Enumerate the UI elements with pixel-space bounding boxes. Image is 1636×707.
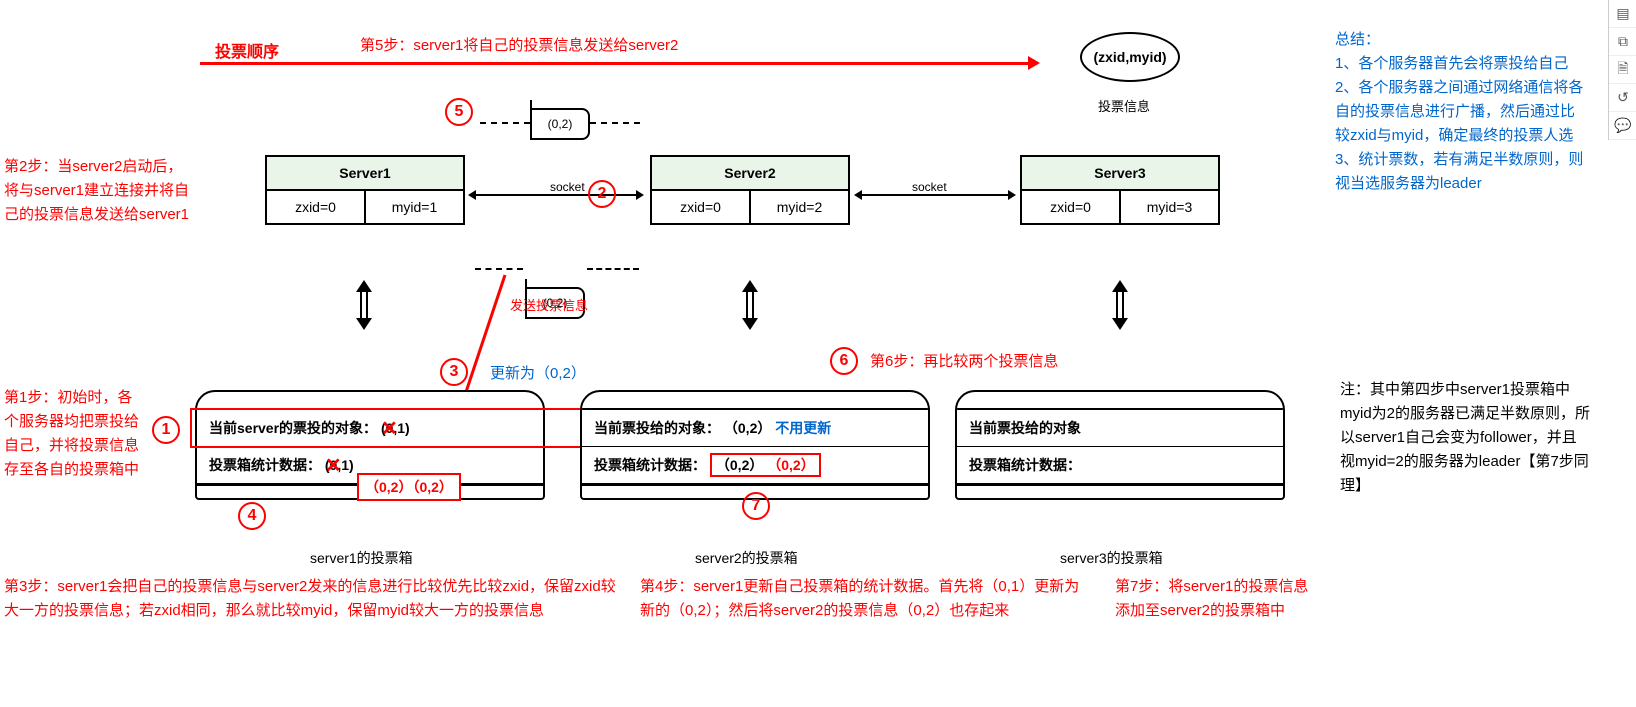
note-block: 注：其中第四步中server1投票箱中myid为2的服务器已满足半数原则，所以s… — [1340, 378, 1590, 498]
b2-caption: server2的投票箱 — [695, 548, 798, 568]
step4-text: 第4步：server1更新自己投票箱的统计数据。首先将（0,1）更新为新的（0,… — [640, 575, 1080, 623]
b3-row2-label: 投票箱统计数据： — [957, 447, 1283, 484]
copy-icon[interactable]: ⧉ — [1609, 28, 1636, 56]
step5-label: 第5步：server1将自己的投票信息发送给server2 — [360, 34, 678, 55]
comment-icon[interactable]: 💬 — [1609, 112, 1636, 140]
b1-caption: server1的投票箱 — [310, 548, 413, 568]
b1-row1-label: 当前server的票投的对象： — [209, 420, 377, 436]
server2-name: Server2 — [652, 157, 848, 191]
flag-top: (0,2) — [530, 108, 590, 140]
b2-row1-label: 当前票投给的对象： — [594, 420, 720, 436]
send-vote-label: 发送投票信息 — [510, 295, 588, 314]
b1-row2-new: （0,2）（0,2） — [357, 473, 461, 501]
server2-box: Server2 zxid=0 myid=2 — [650, 155, 850, 225]
b2-row1-val: （0,2） — [724, 420, 771, 436]
b1-row2-label: 投票箱统计数据： — [209, 457, 321, 473]
step3-text: 第3步：server1会把自己的投票信息与server2发来的信息进行比较优先比… — [4, 575, 624, 623]
socket-line-2 — [862, 194, 1008, 196]
summary-block: 总结： 1、各个服务器首先会将票投给自己 2、各个服务器之间通过网络通信将各自的… — [1335, 28, 1585, 196]
b2-row2-val: （0,2） — [716, 457, 763, 473]
vote-order-arrow — [200, 62, 1030, 65]
vote-order-label: 投票顺序 — [215, 38, 279, 62]
bidir-3 — [1108, 280, 1132, 330]
dash-4 — [587, 268, 639, 270]
cloud-shape: (zxid,myid) — [1080, 32, 1180, 82]
server1-name: Server1 — [267, 157, 463, 191]
server2-zxid: zxid=0 — [652, 191, 751, 223]
ballot-box-2: 当前票投给的对象： （0,2） 不用更新 投票箱统计数据： （0,2） （0,2… — [580, 390, 930, 500]
summary-p3: 3、统计票数，若有满足半数原则，则视当选服务器为leader — [1335, 148, 1585, 196]
b2-row2-extra: （0,2） — [767, 457, 814, 473]
socket-label-2: socket — [910, 180, 949, 194]
b3-caption: server3的投票箱 — [1060, 548, 1163, 568]
step-4-circle: 4 — [238, 502, 266, 530]
b2-row1-note: 不用更新 — [775, 420, 831, 436]
step6-text: 第6步：再比较两个投票信息 — [870, 350, 1058, 371]
server3-myid: myid=3 — [1121, 191, 1218, 223]
step2-text: 第2步：当server2启动后，将与server1建立连接并将自己的投票信息发送… — [4, 155, 194, 227]
ballot-box-1: 当前server的票投的对象： (0,1) 投票箱统计数据： (0,1) （0,… — [195, 390, 545, 500]
history-icon[interactable]: ↺ — [1609, 84, 1636, 112]
summary-p1: 1、各个服务器首先会将票投给自己 — [1335, 52, 1585, 76]
b2-row2-label: 投票箱统计数据： — [594, 457, 706, 473]
server1-zxid: zxid=0 — [267, 191, 366, 223]
dash-2 — [590, 122, 640, 124]
server1-box: Server1 zxid=0 myid=1 — [265, 155, 465, 225]
cloud-caption: 投票信息 — [1098, 96, 1150, 115]
b3-row1-label: 当前票投给的对象 — [957, 410, 1283, 447]
step-2-circle: 2 — [588, 180, 616, 208]
bidir-2 — [738, 280, 762, 330]
step-5-circle: 5 — [445, 98, 473, 126]
step-6-circle: 6 — [830, 347, 858, 375]
server3-box: Server3 zxid=0 myid=3 — [1020, 155, 1220, 225]
step7-text: 第7步：将server1的投票信息添加至server2的投票箱中 — [1115, 575, 1315, 623]
server2-myid: myid=2 — [751, 191, 848, 223]
b1-row2-val: (0,1) — [325, 457, 354, 473]
socket-label-1: socket — [548, 180, 587, 194]
dash-1 — [480, 122, 530, 124]
server3-zxid: zxid=0 — [1022, 191, 1121, 223]
bidir-1 — [352, 280, 376, 330]
server3-name: Server3 — [1022, 157, 1218, 191]
layers-icon[interactable]: ▤ — [1609, 0, 1636, 28]
summary-p2: 2、各个服务器之间通过网络通信将各自的投票信息进行广播，然后通过比较zxid与m… — [1335, 76, 1585, 148]
vote-info-cloud: (zxid,myid) — [1080, 32, 1180, 82]
ballot-box-3: 当前票投给的对象 投票箱统计数据： — [955, 390, 1285, 500]
step-1-circle: 1 — [152, 416, 180, 444]
b1-row1-val: (0,1) — [381, 420, 410, 436]
step-7-circle: 7 — [742, 492, 770, 520]
right-toolbar: ▤ ⧉ 🗎 ↺ 💬 — [1608, 0, 1636, 140]
server1-myid: myid=1 — [366, 191, 463, 223]
summary-title: 总结： — [1335, 28, 1585, 52]
document-icon[interactable]: 🗎 — [1609, 56, 1636, 84]
step1-text: 第1步：初始时，各个服务器均把票投给自己，并将投票信息存至各自的投票箱中 — [4, 386, 144, 482]
